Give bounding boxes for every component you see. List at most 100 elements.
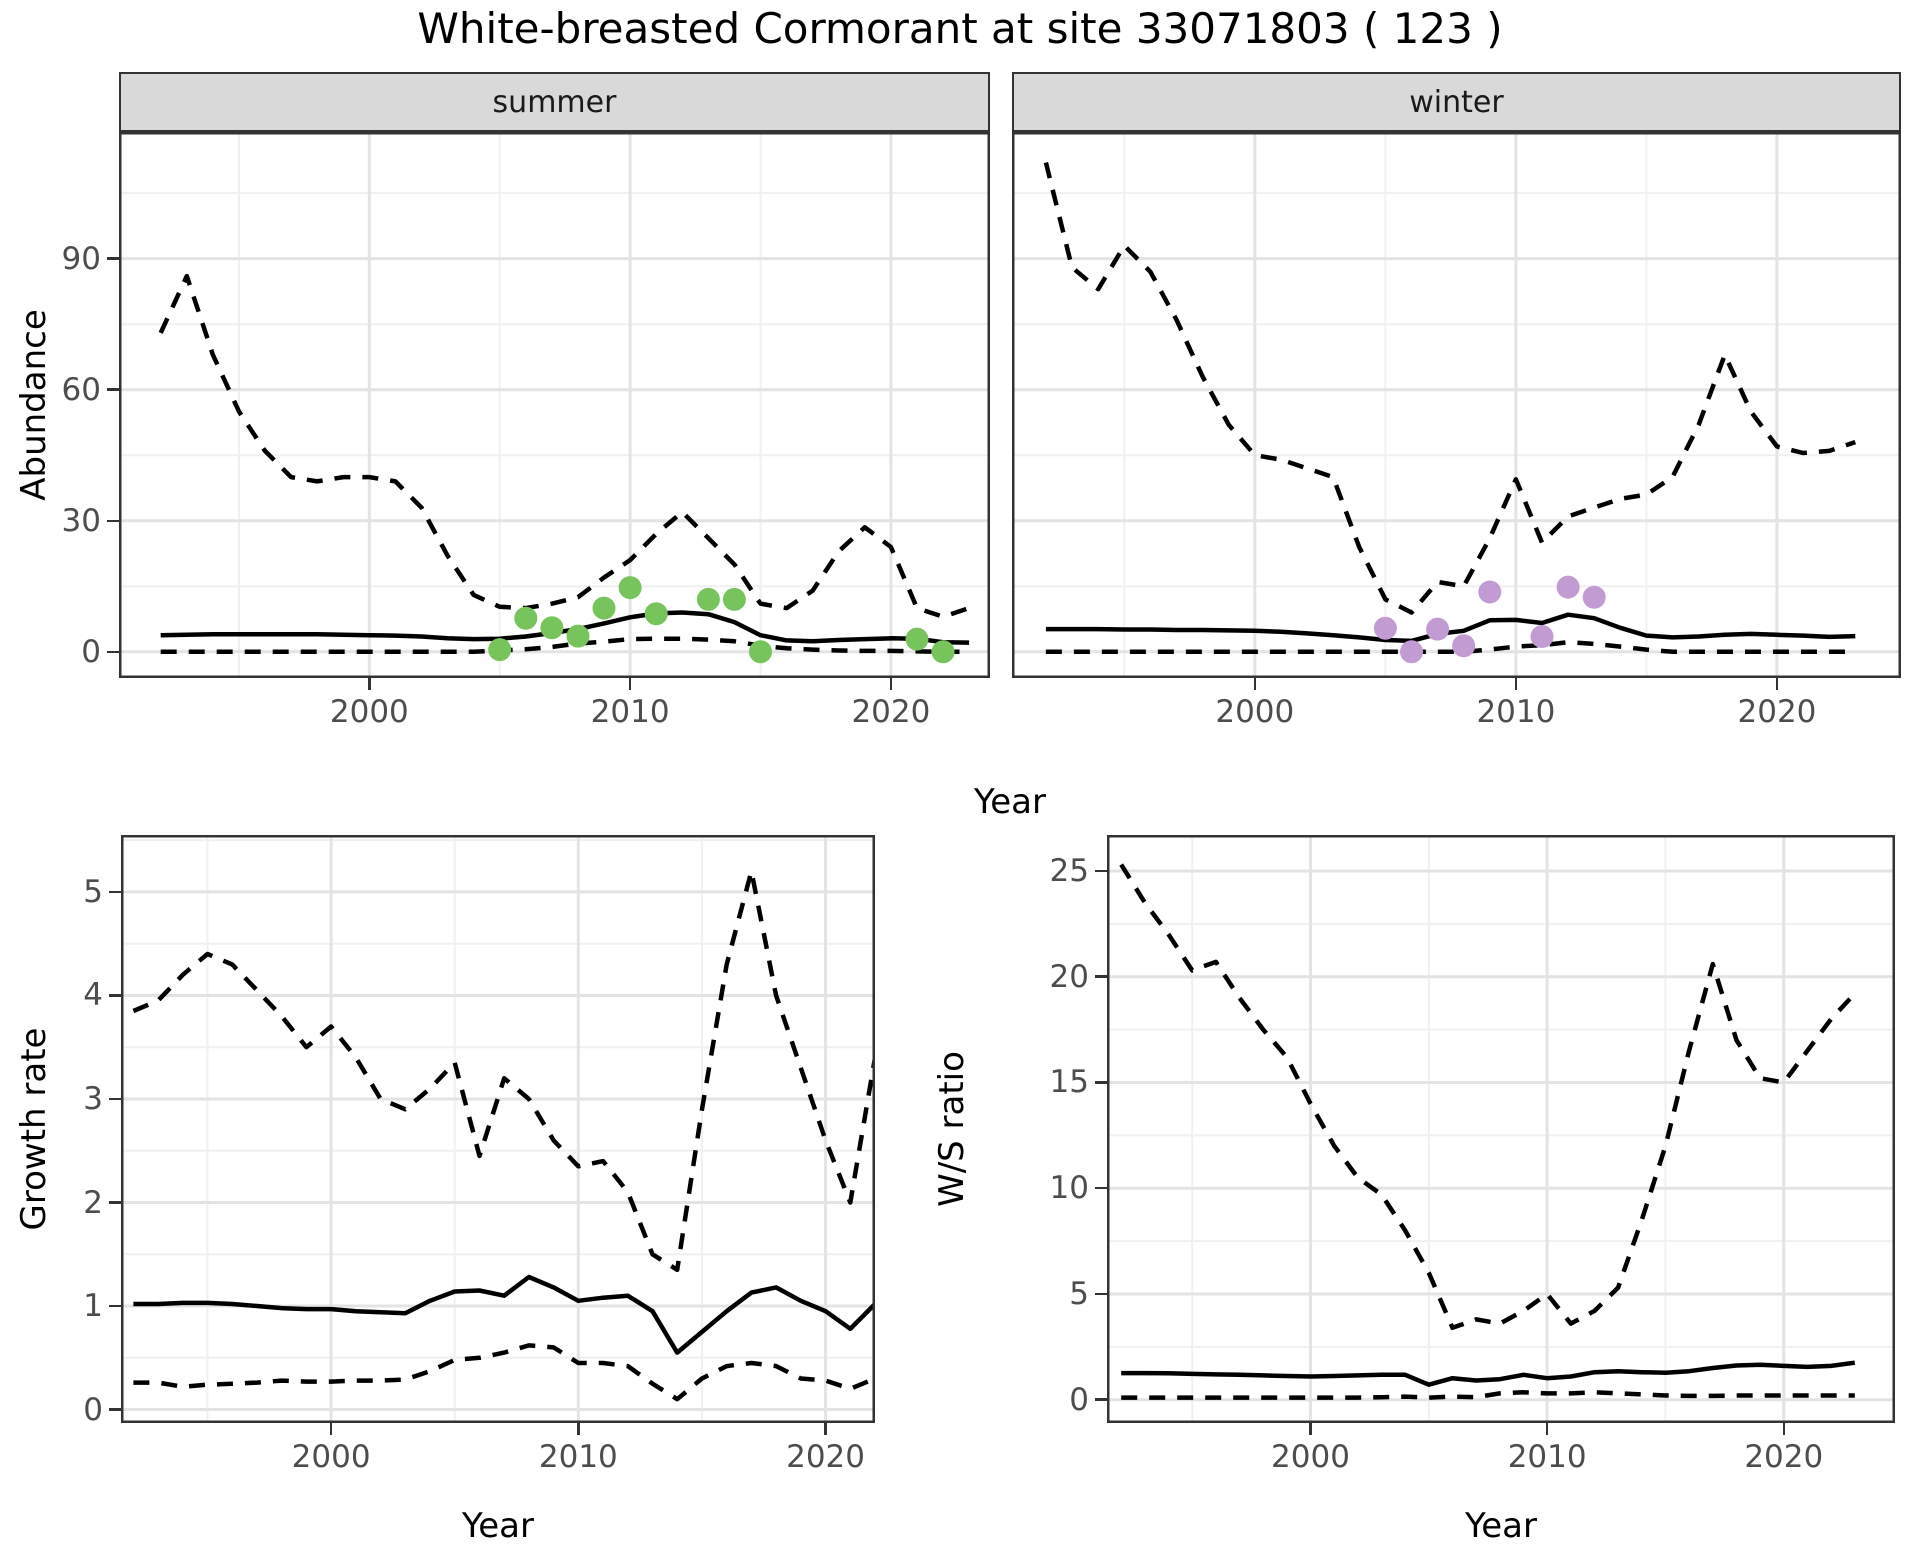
y-tick-label: 5: [1069, 1275, 1089, 1312]
series-winter-mean_estimate: [1045, 612, 1856, 644]
y-tick-mark: [107, 519, 119, 522]
x-tick-mark: [1545, 1423, 1549, 1435]
observed-point: [540, 616, 564, 640]
y-tick-label: 0: [83, 1391, 103, 1428]
y-tick-mark: [109, 1097, 121, 1101]
y-tick-label: 0: [81, 633, 101, 670]
plot-area-ws: [1107, 835, 1895, 1423]
plot-area-winter: [1012, 132, 1901, 678]
y-tick-mark: [1095, 1398, 1107, 1401]
facet-strip-winter-label: winter: [1409, 84, 1504, 120]
x-tick-mark: [628, 678, 632, 690]
panel-summer: [119, 132, 990, 678]
y-tick-mark: [107, 650, 119, 654]
series-summer-mean_estimate: [160, 610, 970, 645]
gridlines: [119, 132, 990, 678]
y-tick-mark: [109, 994, 121, 997]
observed-point: [618, 576, 642, 600]
y-tick-mark: [109, 1201, 121, 1204]
chart-title: White-breasted Cormorant at site 3307180…: [417, 4, 1503, 53]
x-tick-label: 2010: [1507, 1439, 1587, 1475]
observed-point: [722, 587, 746, 611]
gridlines: [1012, 132, 1901, 678]
panel-winter: [1012, 132, 1901, 678]
x-tick-label: 2010: [538, 1439, 618, 1475]
x-tick-label: 2000: [291, 1439, 371, 1475]
y-tick-label: 15: [1049, 1064, 1089, 1101]
series-ws-lower_95ci: [1121, 1390, 1855, 1400]
facet-strip-summer-label: summer: [492, 84, 617, 120]
y-axis-title-abundance: Abundance: [14, 309, 54, 501]
y-tick-mark: [109, 1408, 121, 1411]
panel-border: [1012, 132, 1901, 678]
x-axis-title-ws-year: Year: [1465, 1506, 1537, 1546]
y-tick-label: 5: [83, 873, 103, 910]
x-tick-mark: [1309, 1423, 1312, 1435]
observed-point: [931, 640, 955, 664]
observed-point: [514, 606, 538, 630]
x-tick-mark: [1514, 678, 1518, 690]
series-growth-lower_95ci: [133, 1343, 876, 1402]
y-tick-label: 0: [1069, 1381, 1089, 1418]
series-ws-upper_95ci: [1119, 863, 1857, 1331]
y-tick-mark: [107, 388, 119, 391]
observed-point: [1373, 616, 1397, 640]
y-axis-title-growth-rate: Growth rate: [14, 1027, 54, 1231]
x-tick-label: 2000: [329, 694, 409, 730]
y-tick-mark: [107, 257, 119, 260]
observed-point: [1478, 580, 1502, 604]
y-tick-label: 90: [61, 240, 101, 277]
y-tick-label: 10: [1049, 1170, 1089, 1207]
series-summer-lower_95ci: [160, 636, 970, 655]
points-summer: [488, 576, 955, 664]
plot-area-summer: [119, 132, 990, 678]
x-tick-mark: [577, 1423, 580, 1435]
x-tick-mark: [1775, 678, 1779, 690]
y-tick-label: 3: [83, 1080, 103, 1117]
x-tick-label: 2020: [786, 1439, 865, 1475]
y-tick-mark: [1095, 975, 1107, 978]
x-tick-mark: [329, 1423, 333, 1435]
panel-border: [121, 835, 875, 1423]
x-axis-title-growth-year: Year: [462, 1506, 534, 1546]
series-growth-mean_estimate: [133, 1274, 877, 1355]
observed-point: [749, 640, 772, 664]
x-tick-mark: [889, 678, 893, 690]
x-axis-title-top-year: Year: [974, 782, 1046, 822]
facet-strip-winter: winter: [1012, 72, 1901, 132]
y-tick-mark: [1095, 1186, 1107, 1190]
panel-ws: [1107, 835, 1895, 1423]
y-tick-label: 20: [1049, 958, 1089, 995]
facet-strip-summer: summer: [119, 72, 990, 132]
observed-point: [1556, 575, 1580, 599]
observed-point: [1582, 585, 1606, 609]
y-tick-label: 1: [83, 1288, 103, 1325]
observed-point: [592, 596, 616, 620]
series-winter-upper_95ci: [1043, 162, 1857, 615]
observed-point: [905, 627, 929, 651]
x-tick-label: 2020: [1737, 694, 1817, 730]
x-tick-label: 2010: [1476, 694, 1556, 730]
observed-point: [1400, 640, 1423, 664]
observed-point: [488, 638, 512, 662]
series-ws-mean_estimate: [1121, 1360, 1856, 1387]
y-tick-label: 2: [83, 1184, 103, 1221]
panel-growth: [121, 835, 878, 1423]
y-tick-label: 60: [61, 371, 101, 408]
x-tick-label: 2020: [1744, 1439, 1824, 1475]
x-tick-mark: [368, 678, 371, 690]
y-tick-mark: [1095, 869, 1107, 873]
panel-border: [119, 132, 990, 678]
series-summer-upper_95ci: [158, 273, 970, 620]
y-tick-mark: [1095, 1081, 1107, 1084]
observed-point: [696, 587, 720, 611]
series-winter-lower_95ci: [1045, 639, 1856, 655]
observed-point: [1426, 617, 1450, 641]
y-tick-mark: [1095, 1292, 1107, 1296]
x-tick-label: 2020: [851, 694, 931, 730]
y-tick-mark: [109, 1304, 121, 1308]
series-growth-upper_95ci: [132, 868, 878, 1273]
observed-point: [1452, 634, 1476, 658]
points-winter: [1373, 575, 1606, 664]
